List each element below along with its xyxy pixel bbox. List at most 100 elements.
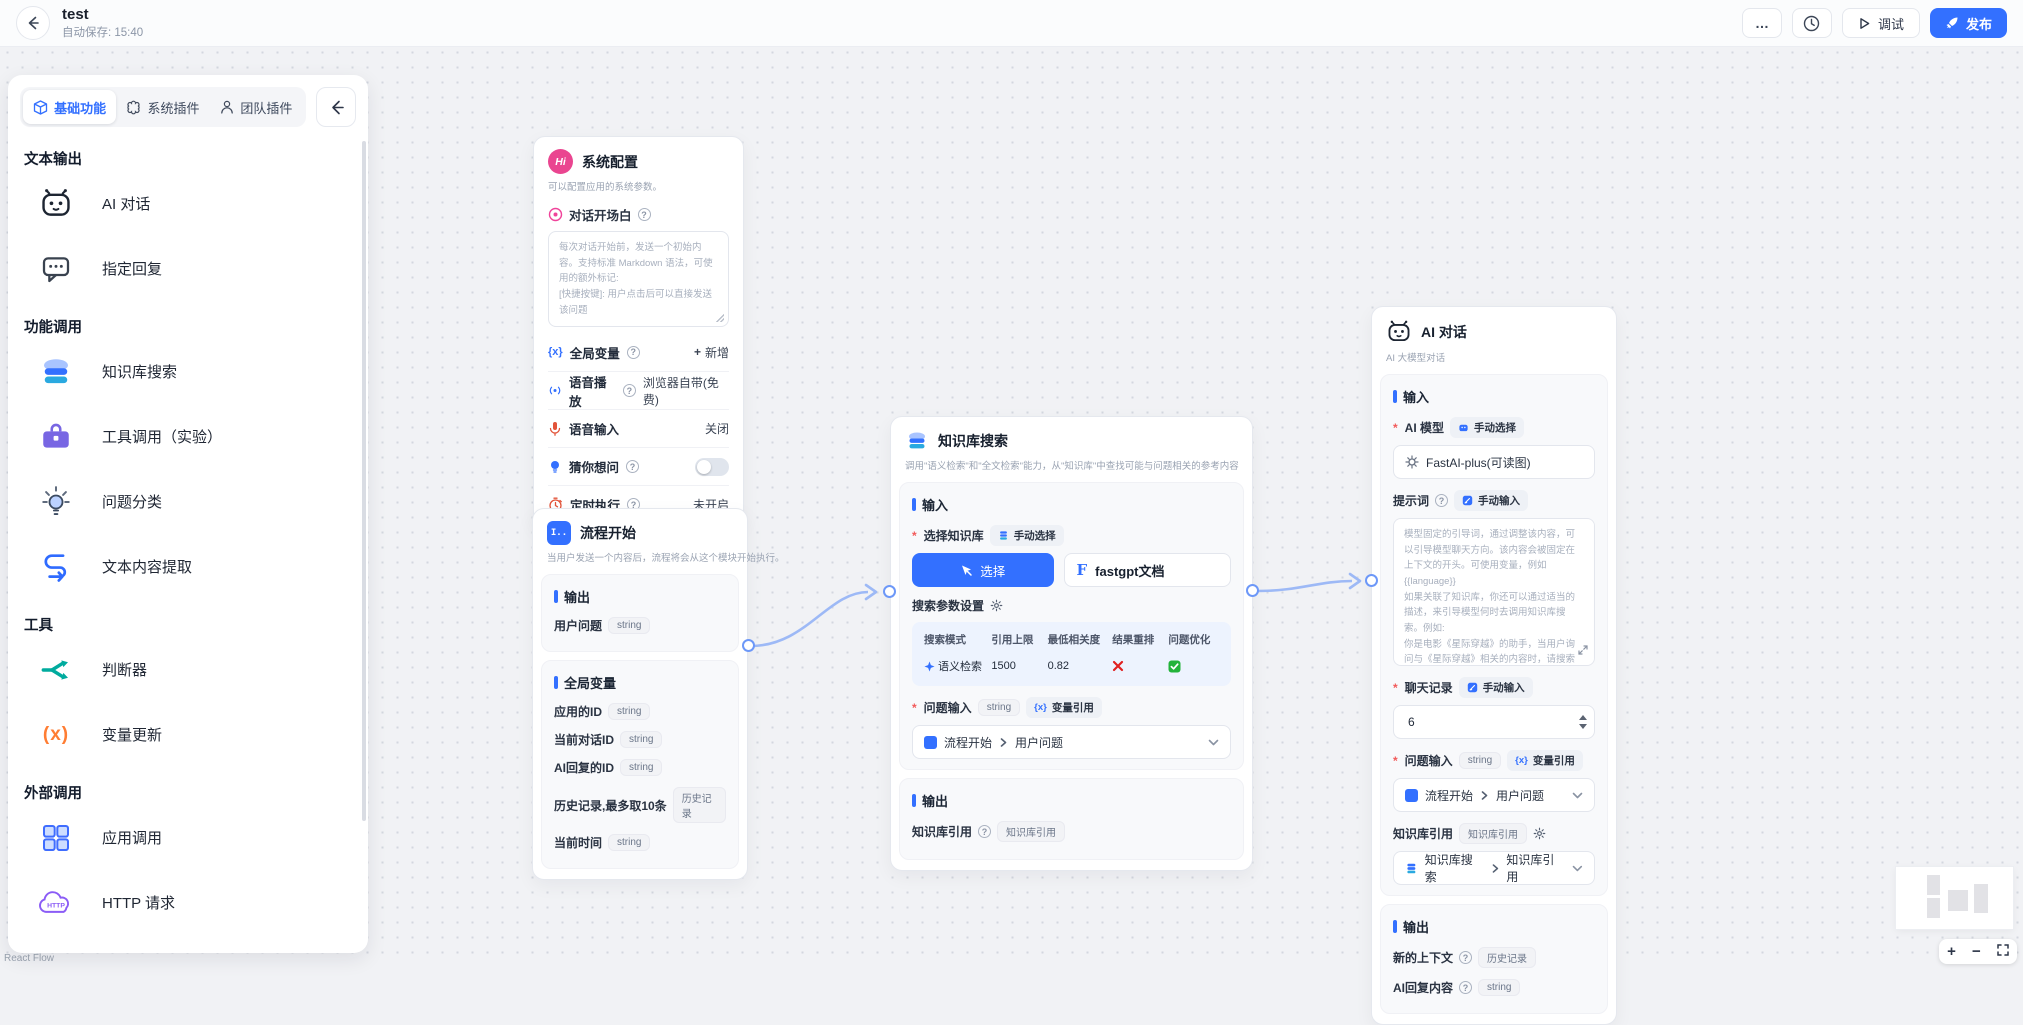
prompt-textarea[interactable] xyxy=(1393,518,1595,666)
history-button[interactable] xyxy=(1791,8,1832,38)
node-dataset-search[interactable]: 知识库搜索 调用"语义检索"和"全文检索"能力，从"知识库"中查找可能与问题相关… xyxy=(890,416,1253,871)
app-meta: test 自动保存: 15:40 xyxy=(62,6,143,40)
question-source-select[interactable]: 流程开始 用户问题 xyxy=(912,725,1231,759)
stt-value: 关闭 xyxy=(704,422,729,436)
node-subtitle: 调用"语义检索"和"全文检索"能力，从"知识库"中查找可能与问题相关的参考内容 xyxy=(905,461,1239,472)
tab-basic-modules[interactable]: 基础功能 xyxy=(23,90,117,124)
config-row-guess[interactable]: 猜你想问 ? xyxy=(548,447,729,485)
model-value: FastAI-plus(可读图) xyxy=(1426,455,1531,470)
number-stepper[interactable] xyxy=(1573,706,1594,738)
help-icon[interactable]: ? xyxy=(1459,951,1473,964)
variable-ref-badge[interactable]: {x} 变量引用 xyxy=(1507,750,1583,771)
guess-toggle[interactable] xyxy=(695,457,729,476)
target-handle-ai-chat[interactable] xyxy=(1365,574,1378,587)
edit-mini-icon xyxy=(1467,682,1477,693)
module-item-tool-call[interactable]: 工具调用（实验） xyxy=(8,404,368,469)
node-ai-chat[interactable]: AI 对话 AI 大模型对话 输入 * AI 模型 手动选择 FastAI-pl… xyxy=(1371,306,1617,1025)
required-marker: * xyxy=(1393,420,1398,435)
type-badge: string xyxy=(608,617,651,634)
welcome-textarea[interactable] xyxy=(548,231,729,327)
type-badge: string xyxy=(620,731,663,748)
chevron-down-icon xyxy=(1572,792,1583,798)
svg-text:HTTP: HTTP xyxy=(47,902,65,909)
tab-team-plugins[interactable]: 团队插件 xyxy=(210,90,303,124)
module-item-var-update[interactable]: (x) 变量更新 xyxy=(8,702,368,767)
search-params-table[interactable]: 搜索模式 引用上限 最低相关度 结果重排 问题优化 语义检索 1500 0.82 xyxy=(912,622,1231,686)
help-icon[interactable]: ? xyxy=(626,345,640,359)
help-icon[interactable]: ? xyxy=(626,460,640,473)
section-output: 输出 xyxy=(912,791,1231,810)
selected-dataset-card[interactable]: F fastgpt文档 xyxy=(1063,553,1231,587)
quote-source-select[interactable]: 知识库搜索 知识库引用 xyxy=(1393,851,1595,885)
publish-label: 发布 xyxy=(1965,16,1992,32)
output-row: 新的上下文 ? 历史记录 xyxy=(1393,947,1595,968)
minimap[interactable] xyxy=(1896,867,2013,929)
config-row-stt[interactable]: 语音输入 关闭 xyxy=(548,409,729,447)
add-variable-button[interactable]: + 新增 xyxy=(693,345,729,360)
gear-icon[interactable] xyxy=(990,599,1003,612)
variable-icon: {x} xyxy=(1034,702,1047,713)
help-icon[interactable]: ? xyxy=(1435,494,1449,507)
help-icon[interactable]: ? xyxy=(637,208,651,221)
collapse-sidebar-button[interactable] xyxy=(316,87,356,127)
module-item-dataset-search[interactable]: 知识库搜索 xyxy=(8,339,368,404)
choose-dataset-button[interactable]: 选择 xyxy=(912,553,1054,587)
back-button[interactable] xyxy=(16,6,50,40)
help-icon[interactable]: ? xyxy=(978,825,992,838)
required-marker: * xyxy=(912,700,917,715)
node-flow-start[interactable]: I.. 流程开始 当用户发送一个内容后，流程将会从这个模块开始执行。 输出 用户… xyxy=(532,508,785,880)
module-item-reply[interactable]: 指定回复 xyxy=(8,236,368,301)
source-handle-dataset-search[interactable] xyxy=(1246,584,1259,597)
question-source-select[interactable]: 流程开始 用户问题 xyxy=(1393,778,1595,812)
history-count-input[interactable] xyxy=(1393,705,1595,739)
module-item-ai-chat[interactable]: AI 对话 xyxy=(8,171,368,236)
manual-select-badge[interactable]: 手动选择 xyxy=(1450,417,1525,438)
module-item-laf[interactable]: Laf 函数调用（测试） xyxy=(8,935,368,953)
expand-icon[interactable] xyxy=(1578,642,1588,660)
stepper-up-icon[interactable] xyxy=(1579,715,1588,720)
publish-button[interactable]: 发布 xyxy=(1929,8,2007,38)
optimize-enabled-icon xyxy=(1168,658,1219,674)
history-count-field[interactable] xyxy=(1406,714,1573,730)
module-item-judge[interactable]: 判断器 xyxy=(8,637,368,702)
type-badge: string xyxy=(1478,979,1521,996)
module-item-classify[interactable]: 问题分类 xyxy=(8,469,368,534)
config-row-variables[interactable]: {x} 全局变量 ? + 新增 xyxy=(548,333,729,371)
zoom-in-button[interactable]: + xyxy=(1947,943,1956,960)
output-row: AI回复内容 ? string xyxy=(1393,979,1595,996)
node-system-config[interactable]: Hi 系统配置 可以配置应用的系统参数。 对话开场白 ? {x} 全局变量 ? … xyxy=(533,136,744,528)
manual-input-badge[interactable]: 手动输入 xyxy=(1454,490,1529,511)
sidebar-scrollbar[interactable] xyxy=(362,141,366,821)
resize-handle-icon[interactable] xyxy=(716,314,724,322)
chevron-down-icon xyxy=(1572,865,1583,871)
gear-icon[interactable] xyxy=(1533,827,1546,840)
help-icon[interactable]: ? xyxy=(1459,981,1473,994)
global-row: 应用的ID string xyxy=(554,703,726,720)
manual-input-badge[interactable]: 手动输入 xyxy=(1458,677,1533,698)
module-label: 应用调用 xyxy=(102,830,163,847)
help-icon[interactable]: ? xyxy=(622,384,636,397)
fit-view-button[interactable] xyxy=(1997,943,2009,961)
person-icon xyxy=(221,100,234,114)
variable-ref-badge[interactable]: {x} 变量引用 xyxy=(1026,697,1102,718)
minimap-node xyxy=(1974,884,1988,913)
stepper-down-icon[interactable] xyxy=(1579,724,1588,729)
debug-button[interactable]: 调试 xyxy=(1841,8,1920,38)
model-select[interactable]: FastAI-plus(可读图) xyxy=(1393,445,1595,479)
module-label: 判断器 xyxy=(102,662,148,679)
config-row-tts[interactable]: 语音播放 ? 浏览器自带(免费) xyxy=(548,371,729,409)
section-external-call: 外部调用 xyxy=(24,786,82,802)
row-label: 语音播放 xyxy=(569,375,607,409)
zoom-out-button[interactable]: − xyxy=(1972,943,1981,960)
tab-system-plugins[interactable]: 系统插件 xyxy=(116,90,209,124)
section-text-output: 文本输出 xyxy=(24,152,82,168)
module-item-extract[interactable]: 文本内容提取 xyxy=(8,534,368,599)
cube-icon xyxy=(34,99,48,115)
source-handle-flow-start[interactable] xyxy=(742,639,755,652)
minimap-node xyxy=(1948,890,1968,911)
more-button[interactable]: … xyxy=(1741,8,1782,38)
manual-select-badge[interactable]: 手动选择 xyxy=(989,525,1064,546)
module-item-http[interactable]: HTTP HTTP 请求 xyxy=(8,870,368,935)
module-item-app-call[interactable]: 应用调用 xyxy=(8,805,368,870)
target-handle-dataset-search[interactable] xyxy=(883,585,896,598)
